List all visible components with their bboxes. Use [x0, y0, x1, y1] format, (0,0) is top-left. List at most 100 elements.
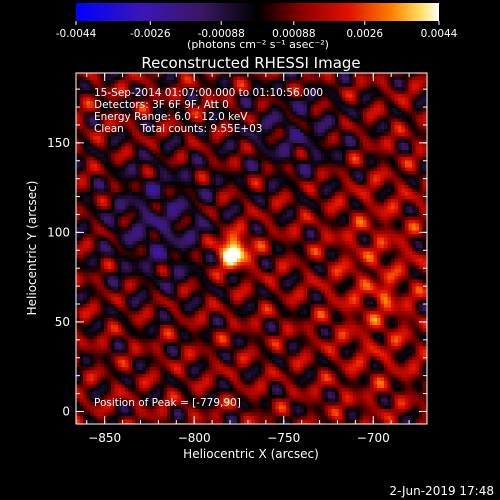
heatmap-cell	[188, 188, 192, 193]
heatmap-cell	[300, 153, 304, 158]
heatmap-cell	[349, 115, 353, 119]
heatmap-cell	[97, 150, 101, 154]
heatmap-cell	[198, 129, 203, 133]
heatmap-cell	[300, 150, 304, 154]
heatmap-cell	[335, 122, 339, 126]
heatmap-cell	[282, 115, 287, 119]
heatmap-cell	[261, 73, 266, 77]
heatmap-cell	[226, 230, 231, 235]
heatmap-cell	[205, 174, 210, 179]
heatmap-cell	[233, 150, 238, 154]
heatmap-cell	[254, 181, 259, 186]
heatmap-cell	[86, 237, 91, 242]
heatmap-cell	[142, 164, 147, 168]
heatmap-cell	[163, 139, 168, 144]
heatmap-cell	[240, 87, 245, 91]
heatmap-cell	[226, 136, 231, 140]
heatmap-cell	[398, 94, 402, 98]
heatmap-cell	[289, 220, 294, 224]
heatmap-cell	[90, 223, 94, 228]
heatmap-cell	[412, 192, 416, 196]
heatmap-cell	[128, 164, 133, 168]
heatmap-cell	[377, 87, 381, 91]
heatmap-cell	[216, 80, 220, 84]
heatmap-cell	[401, 192, 406, 196]
heatmap-cell	[377, 234, 381, 238]
heatmap-cell	[240, 237, 245, 242]
heatmap-cell	[230, 76, 234, 81]
heatmap-cell	[86, 234, 91, 238]
heatmap-cell	[286, 73, 290, 77]
heatmap-cell	[352, 125, 357, 130]
heatmap-cell	[247, 90, 252, 95]
heatmap-cell	[163, 153, 168, 158]
heatmap-cell	[244, 139, 248, 144]
heatmap-cell	[100, 213, 105, 217]
heatmap-cell	[163, 230, 168, 235]
heatmap-cell	[380, 220, 385, 224]
heatmap-cell	[125, 132, 129, 137]
heatmap-cell	[146, 234, 150, 238]
heatmap-cell	[139, 80, 143, 84]
heatmap-cell	[286, 115, 290, 119]
heatmap-cell	[251, 234, 255, 238]
heatmap-cell	[401, 143, 406, 147]
heatmap-cell	[321, 164, 325, 168]
heatmap-cell	[380, 160, 385, 165]
heatmap-cell	[286, 108, 290, 112]
heatmap-cell	[335, 234, 339, 238]
heatmap-cell	[377, 132, 381, 137]
heatmap-cell	[415, 76, 420, 81]
heatmap-cell	[79, 97, 84, 102]
heatmap-cell	[261, 104, 266, 109]
heatmap-cell	[198, 174, 203, 179]
heatmap-cell	[125, 164, 129, 168]
heatmap-cell	[363, 164, 367, 168]
heatmap-cell	[177, 153, 182, 158]
heatmap-cell	[86, 216, 91, 221]
heatmap-cell	[149, 185, 154, 189]
heatmap-cell	[230, 160, 234, 165]
heatmap-cell	[272, 150, 276, 154]
heatmap-cell	[342, 101, 346, 105]
heatmap-cell	[149, 143, 154, 147]
heatmap-cell	[303, 199, 308, 203]
heatmap-cell	[198, 73, 203, 77]
heatmap-cell	[345, 185, 350, 189]
heatmap-cell	[366, 234, 371, 238]
heatmap-cell	[174, 192, 178, 196]
heatmap-cell	[93, 237, 98, 242]
heatmap-cell	[160, 230, 164, 235]
heatmap-cell	[363, 234, 367, 238]
heatmap-cell	[331, 199, 336, 203]
heatmap-cell	[415, 209, 420, 214]
heatmap-cell	[156, 160, 161, 165]
heatmap-cell	[415, 164, 420, 168]
heatmap-cell	[345, 220, 350, 224]
heatmap-cell	[97, 97, 101, 102]
heatmap-cell	[93, 244, 98, 249]
heatmap-cell	[128, 227, 133, 231]
heatmap-cell	[209, 76, 213, 81]
heatmap-cell	[296, 174, 301, 179]
heatmap-cell	[261, 94, 266, 98]
heatmap-cell	[160, 178, 164, 182]
heatmap-cell	[387, 111, 392, 116]
heatmap-cell	[272, 223, 276, 228]
heatmap-cell	[359, 213, 364, 217]
heatmap-cell	[349, 178, 353, 182]
heatmap-cell	[188, 178, 192, 182]
heatmap-cell	[303, 157, 308, 161]
heatmap-cell	[324, 150, 329, 154]
heatmap-cell	[314, 108, 318, 112]
heatmap-cell	[412, 230, 416, 235]
heatmap-cell	[132, 171, 136, 175]
heatmap-cell	[324, 167, 329, 172]
heatmap-cell	[352, 223, 357, 228]
heatmap-cell	[251, 178, 255, 182]
heatmap-cell	[125, 111, 129, 116]
heatmap-cell	[415, 192, 420, 196]
heatmap-cell	[163, 202, 168, 207]
heatmap-cell	[135, 213, 140, 217]
heatmap-cell	[272, 192, 276, 196]
